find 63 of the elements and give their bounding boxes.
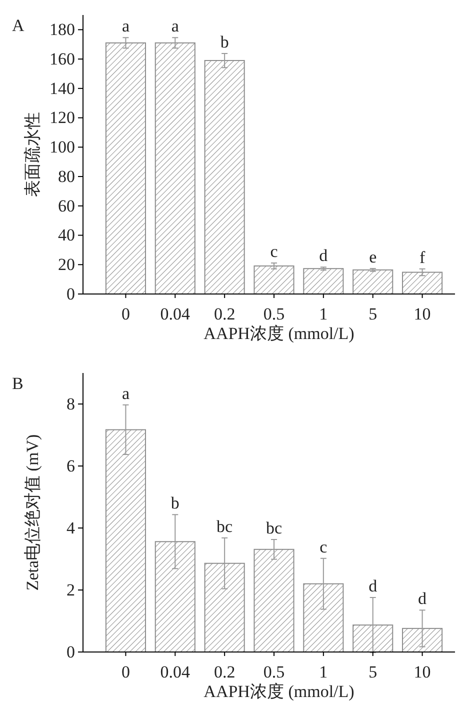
x-tick-label: 0.04 [160, 304, 191, 324]
y-tick-label: 6 [66, 456, 75, 476]
bar [154, 541, 196, 652]
annotation: b [170, 494, 180, 513]
y-tick-label: 4 [66, 518, 76, 538]
x-tick-label: 0 [121, 304, 130, 324]
bar [254, 265, 294, 294]
y-tick-label: 0 [66, 284, 75, 304]
y-axis-title: Zeta电位绝对值 (mV) [23, 434, 42, 591]
bar [154, 42, 196, 294]
bar [254, 548, 294, 652]
x-tick-label: 0.04 [160, 662, 191, 682]
y-tick-label: 0 [66, 642, 75, 662]
y-tick-label: 100 [50, 138, 75, 157]
bar [352, 269, 394, 294]
bar [105, 42, 146, 294]
y-tick-label: 60 [58, 196, 75, 216]
bar [303, 583, 344, 652]
y-tick-label: 120 [50, 108, 75, 128]
y-tick-label: 140 [50, 78, 75, 98]
bar [204, 60, 245, 294]
y-tick-label: 2 [66, 580, 75, 600]
y-tick-label: 180 [50, 20, 75, 40]
x-tick-label: 5 [368, 304, 378, 324]
annotation: a [171, 16, 180, 36]
annotation: c [320, 537, 328, 556]
x-tick-label: 10 [414, 662, 431, 682]
chart-title: B [12, 374, 24, 393]
chart-title: A [12, 16, 25, 35]
x-axis-title: AAPH浓度 (mmol/L) [204, 682, 354, 701]
y-tick-label: 80 [58, 166, 75, 186]
annotation: bc [266, 518, 282, 538]
annotation: bc [216, 516, 234, 536]
x-tick-label: 0.5 [263, 304, 285, 324]
y-axis-title: 表面疏水性 [23, 112, 42, 197]
bar [352, 624, 394, 652]
annotation: a [122, 384, 130, 403]
annotation: b [220, 32, 229, 52]
bar [204, 562, 245, 652]
x-tick-label: 0 [121, 662, 130, 682]
y-tick-label: 160 [50, 49, 75, 68]
bar [402, 272, 443, 294]
annotation: a [122, 16, 130, 36]
annotation: f [419, 248, 426, 267]
y-tick-label: 8 [66, 394, 75, 414]
annotation: e [369, 247, 377, 266]
annotation: d [368, 576, 378, 596]
x-axis-title: AAPH浓度 (mmol/L) [204, 324, 354, 343]
bar [402, 628, 443, 652]
x-tick-label: 1 [319, 662, 328, 682]
x-tick-label: 0.5 [263, 662, 285, 682]
x-tick-label: 5 [368, 662, 378, 682]
y-tick-label: 40 [58, 226, 75, 245]
x-tick-label: 0.2 [214, 304, 236, 324]
bar [303, 268, 344, 294]
x-tick-label: 1 [319, 304, 328, 324]
annotation: d [319, 246, 328, 266]
bar [105, 429, 146, 652]
x-tick-label: 0.2 [214, 662, 236, 682]
annotation: d [418, 589, 428, 608]
annotation: c [270, 242, 278, 262]
x-tick-label: 10 [414, 304, 431, 324]
y-tick-label: 20 [58, 255, 75, 274]
